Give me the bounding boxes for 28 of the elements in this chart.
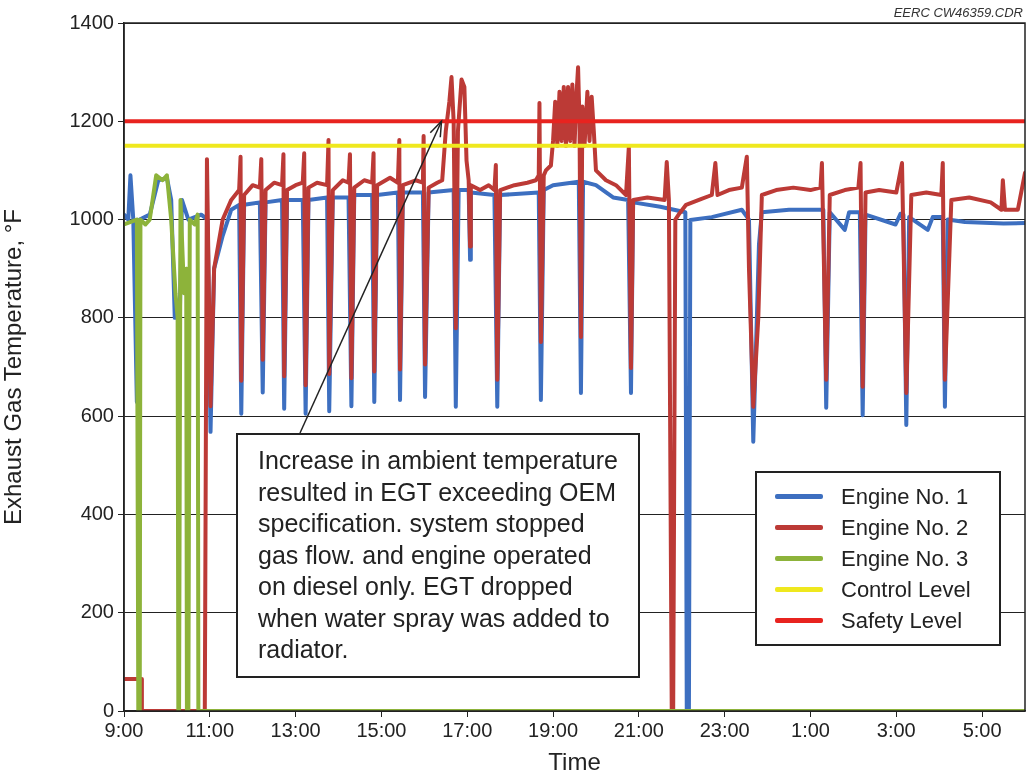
x-tick-label: 17:00 — [442, 718, 493, 741]
x-tick-label: 9:00 — [104, 718, 144, 741]
y-tick-label: 600 — [80, 403, 114, 426]
x-tick-label: 5:00 — [962, 718, 1002, 741]
y-tick-label: 800 — [80, 305, 114, 328]
x-tick-label: 15:00 — [356, 718, 407, 741]
x-tick-label: 11:00 — [185, 718, 235, 741]
legend-label: Safety Level — [841, 607, 963, 634]
annotation: Increase in ambient temperature resulted in EGT exceeding OEM specification. system stopped gas flow. and engine operated on diesel only. EGT dropped when water spray was added to radiator. — [236, 433, 640, 678]
legend-label: Engine No. 2 — [841, 514, 969, 541]
x-tick-label: 21:00 — [613, 718, 664, 741]
x-axis-title: Time — [548, 748, 601, 776]
y-tick-label: 200 — [80, 600, 114, 623]
legend-label: Control Level — [841, 576, 971, 603]
y-tick-label: 1400 — [69, 10, 114, 33]
y-axis-title: Exhaust Gas Temperature, °F — [0, 209, 27, 525]
x-tick-label: 1:00 — [791, 718, 830, 741]
text: EERC CW46359.CDR — [893, 5, 1023, 21]
x-tick-label: 19:00 — [528, 718, 579, 741]
legend-label: Engine No. 3 — [841, 545, 969, 572]
x-tick-label: 23:00 — [699, 718, 750, 741]
legend-label: Engine No. 1 — [841, 483, 969, 510]
y-tick-label: 1200 — [69, 108, 114, 131]
x-tick-label: 13:00 — [270, 718, 321, 741]
y-tick-label: 400 — [80, 501, 114, 524]
y-tick-label: 0 — [102, 698, 114, 721]
y-tick-label: 1000 — [69, 207, 114, 230]
x-tick-label: 3:00 — [876, 718, 916, 741]
